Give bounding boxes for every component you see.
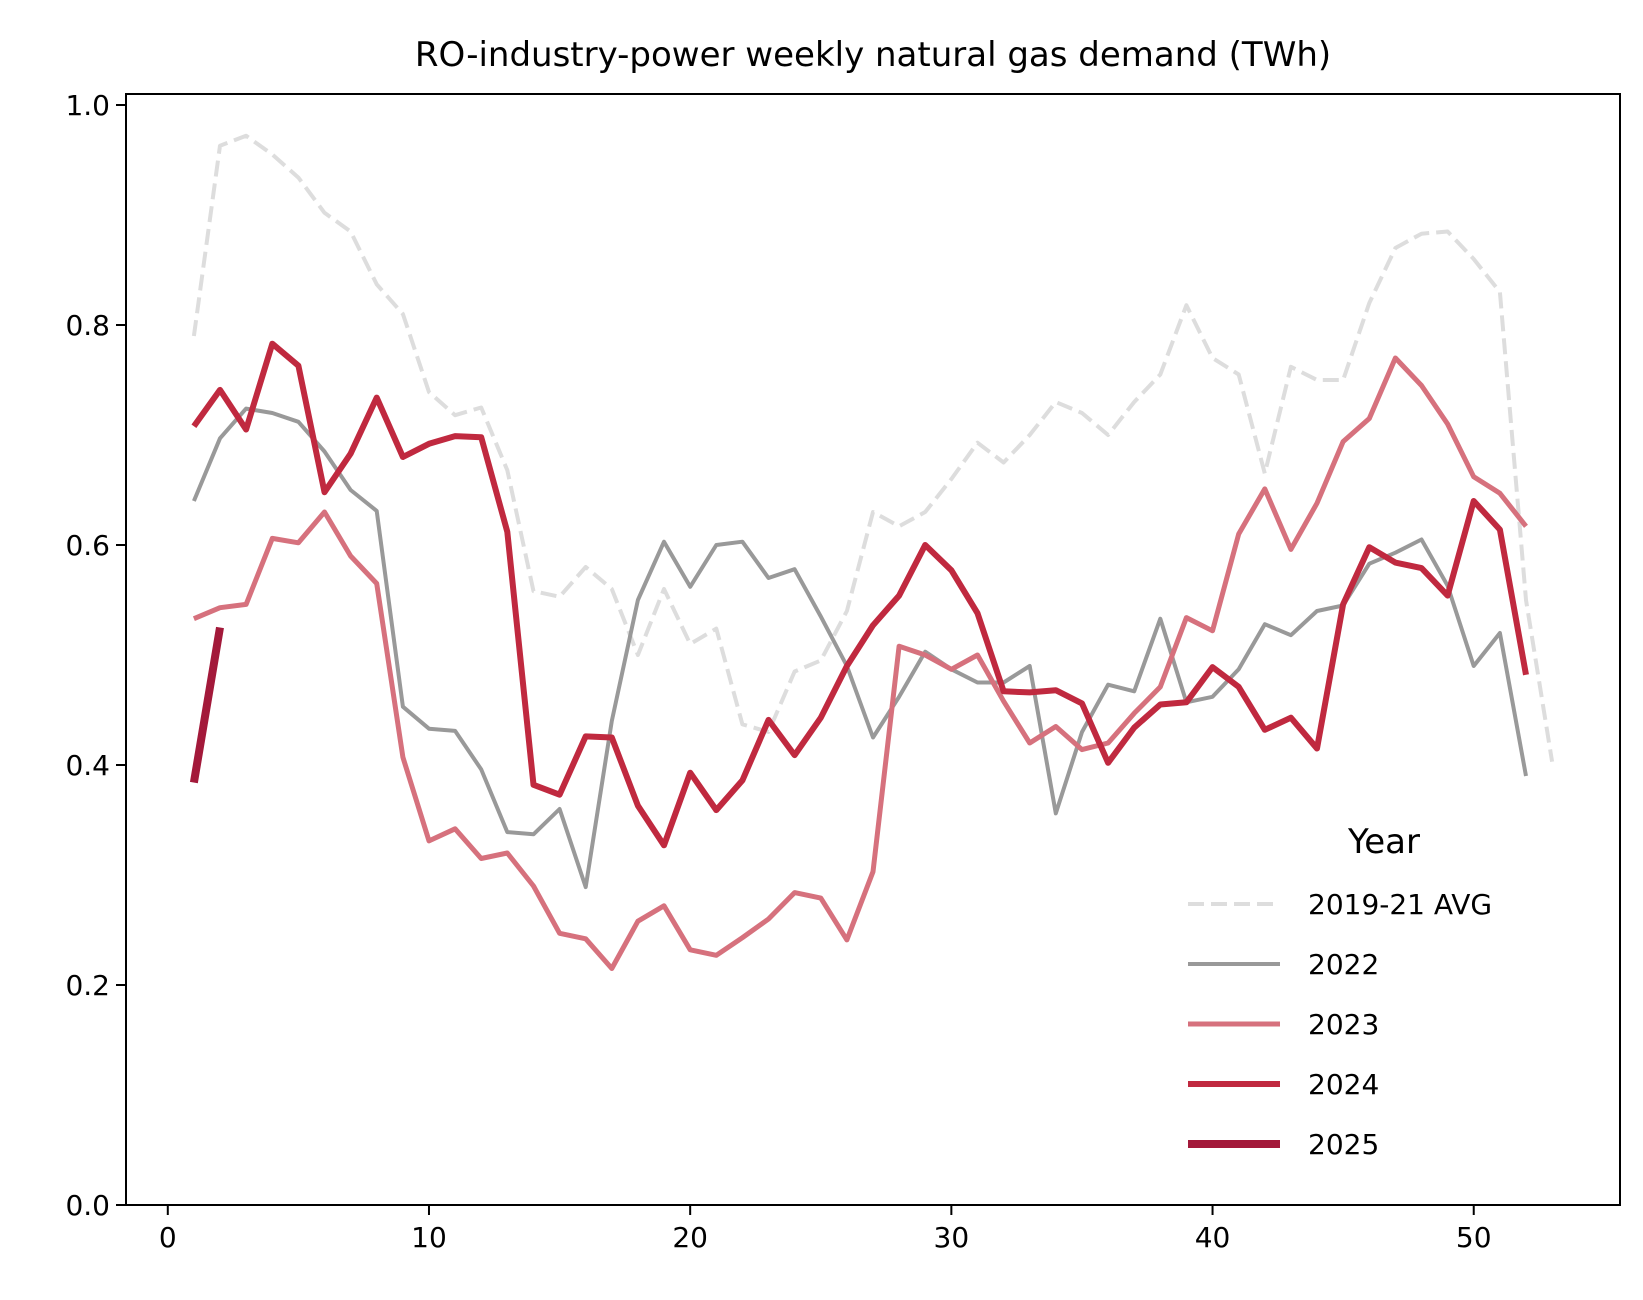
chart-title: RO-industry-power weekly natural gas dem…	[415, 35, 1331, 75]
y-tick-label: 0.4	[65, 749, 110, 782]
legend: Year 2019-21 AVG 2022 2023 2024 2025	[1188, 822, 1492, 1161]
plot-frame	[125, 93, 1621, 1206]
legend-label: 2019-21 AVG	[1308, 888, 1492, 921]
legend-label: 2025	[1308, 1128, 1379, 1161]
legend-label: 2022	[1308, 948, 1379, 981]
legend-label: 2024	[1308, 1068, 1379, 1101]
x-tick-label: 10	[411, 1221, 447, 1254]
y-axis: 0.0 0.2 0.4 0.6 0.8 1.0	[65, 89, 126, 1222]
series-line-2024	[191, 340, 1529, 849]
legend-title: Year	[1347, 822, 1420, 862]
legend-label: 2023	[1308, 1008, 1379, 1041]
y-tick-label: 1.0	[65, 89, 110, 122]
series-line-2025	[189, 626, 224, 784]
x-tick-label: 0	[159, 1221, 177, 1254]
y-tick-label: 0.6	[65, 529, 110, 562]
series-line-2022	[192, 406, 1528, 890]
series-layer	[189, 133, 1555, 971]
x-tick-label: 20	[672, 1221, 708, 1254]
x-tick-label: 30	[934, 1221, 970, 1254]
series-line-2023	[192, 355, 1528, 971]
series-line-2019-21-avg	[191, 133, 1555, 763]
x-tick-label: 50	[1456, 1221, 1492, 1254]
x-tick-label: 40	[1195, 1221, 1231, 1254]
x-axis: 0 10 20 30 40 50	[159, 1205, 1492, 1254]
y-tick-label: 0.2	[65, 969, 110, 1002]
y-tick-label: 0.0	[65, 1189, 110, 1222]
y-tick-label: 0.8	[65, 309, 110, 342]
plot-background	[126, 94, 1620, 1205]
